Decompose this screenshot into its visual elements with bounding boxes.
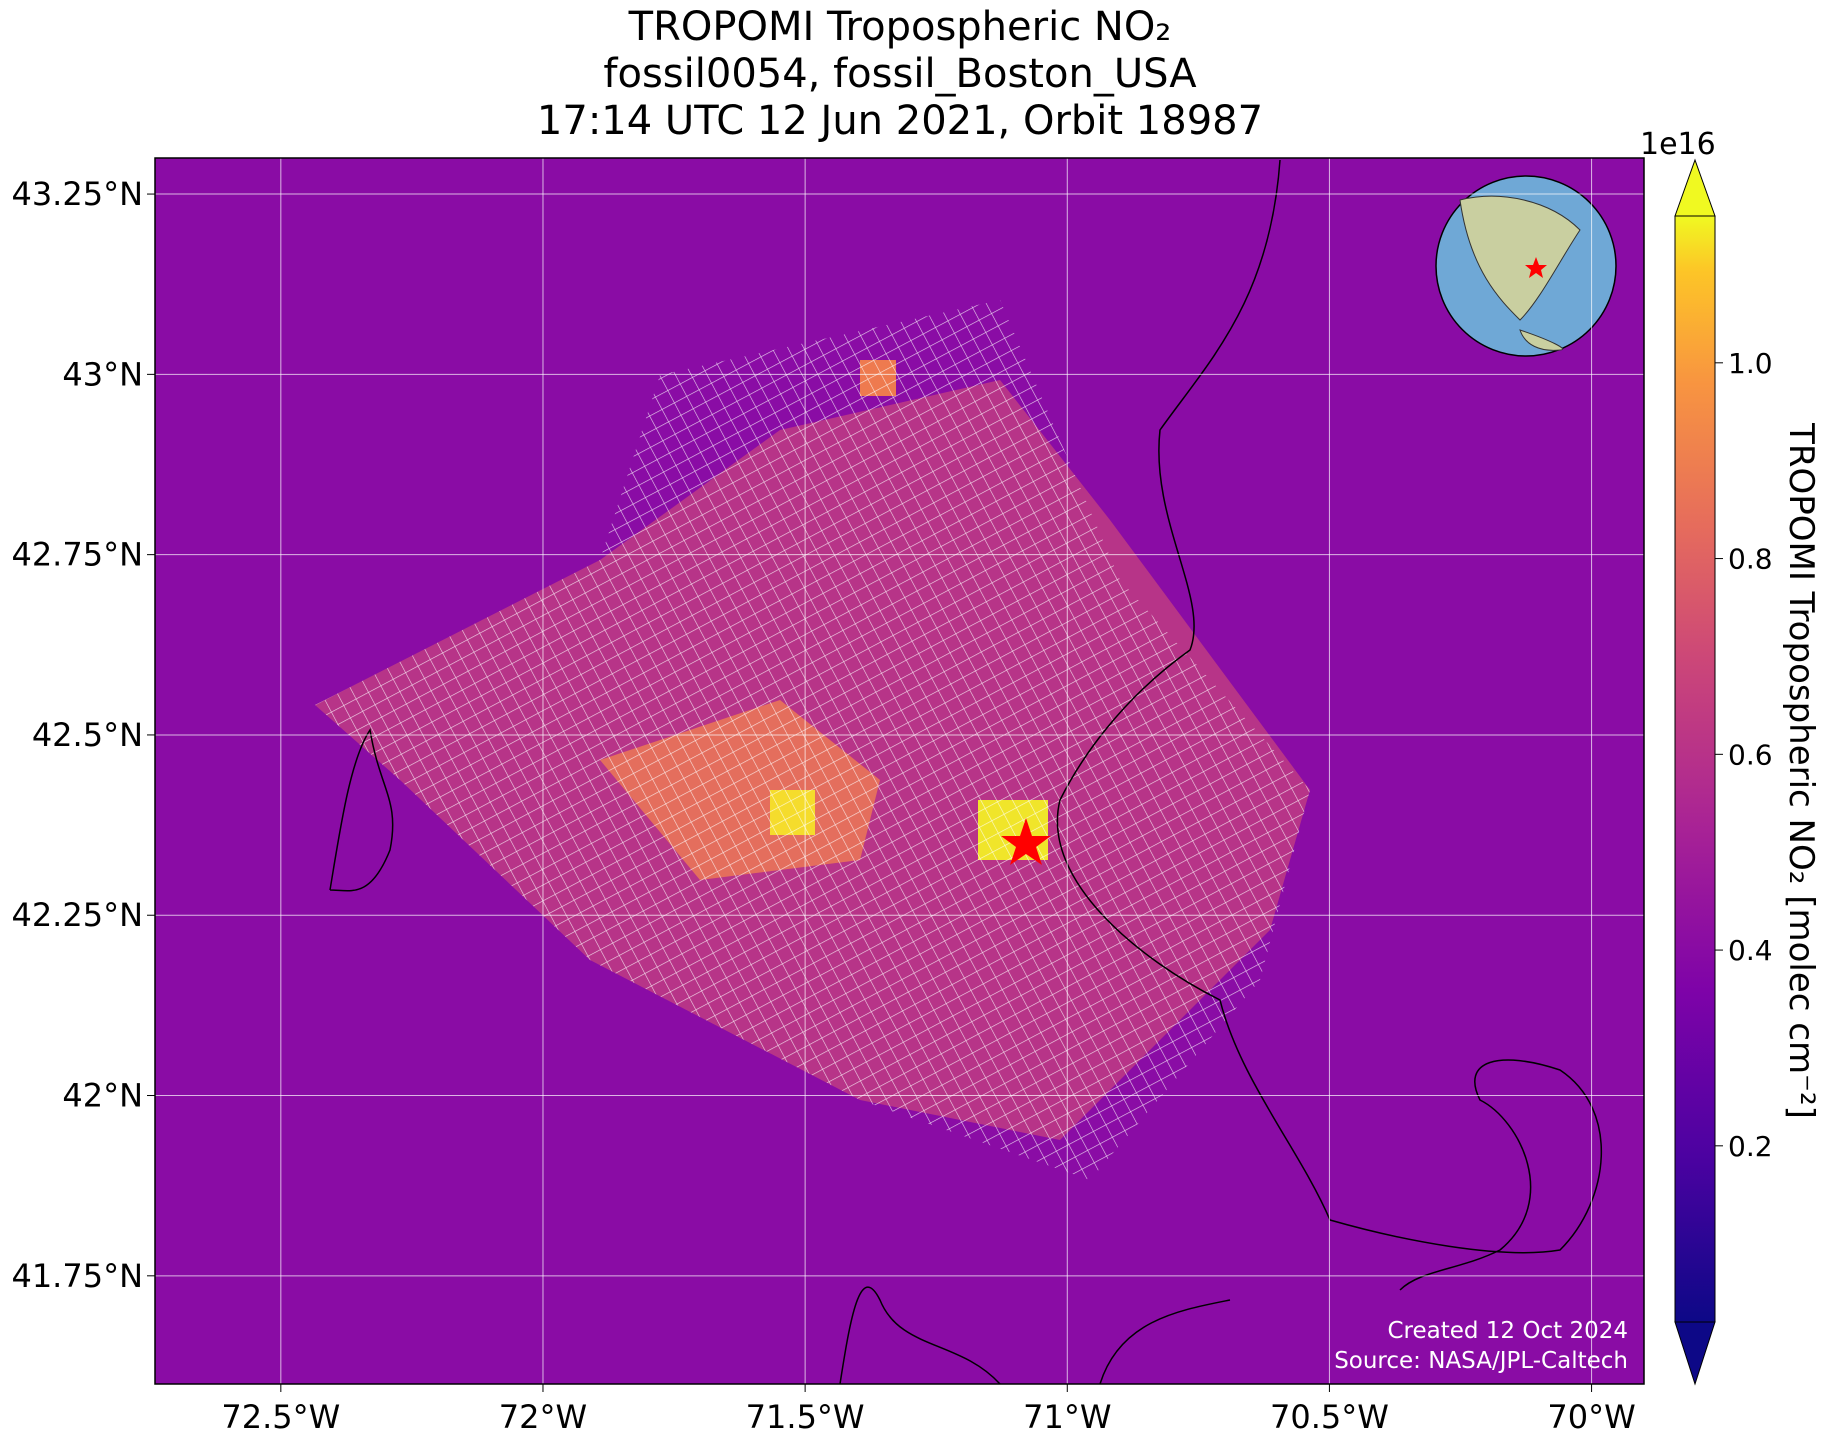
x-tick-label: 70.5°W xyxy=(1270,1398,1389,1430)
y-tick-label: 42.5°N xyxy=(32,716,143,754)
colorbar-tick-label: 0.2 xyxy=(1728,1130,1773,1163)
colorbar-label: TROPOMI Tropospheric NO₂ [molec cm⁻²] xyxy=(1781,422,1821,1119)
colorbar xyxy=(1675,216,1715,1322)
y-tick-label: 43.25°N xyxy=(11,175,143,213)
colorbar-extend-min xyxy=(1674,1321,1716,1386)
site-marker xyxy=(1001,818,1051,865)
footer-note: Source: NASA/JPL-Caltech xyxy=(1334,1348,1628,1374)
land xyxy=(1459,195,1581,351)
coastline xyxy=(329,159,1602,1384)
x-tick-label: 72°W xyxy=(499,1398,587,1430)
footprint-grid xyxy=(315,300,1310,1180)
globe-marker xyxy=(1525,257,1547,278)
colorbar-offset-label: 1e16 xyxy=(1640,127,1716,162)
locator-globe xyxy=(1435,175,1617,357)
colorbar-frame xyxy=(1674,215,1716,1323)
y-tick-label: 41.75°N xyxy=(11,1257,143,1295)
map-area xyxy=(155,158,1644,1384)
x-tick-label: 72.5°W xyxy=(221,1398,340,1430)
y-tick-label: 42.75°N xyxy=(11,536,143,574)
y-tick-label: 42°N xyxy=(62,1077,143,1115)
colorbar-extend-max xyxy=(1674,158,1716,217)
y-tick-label: 43°N xyxy=(62,355,143,393)
map-frame xyxy=(154,157,1645,1385)
x-tick-label: 71.5°W xyxy=(746,1398,865,1430)
colorbar-tick-label: 1.0 xyxy=(1728,347,1773,380)
colorbar-tick-label: 0.8 xyxy=(1728,543,1773,576)
colorbar-tick-label: 0.6 xyxy=(1728,738,1773,771)
x-tick-label: 70°W xyxy=(1547,1398,1635,1430)
colorbar-tick-label: 0.4 xyxy=(1728,934,1773,967)
footer-note: Created 12 Oct 2024 xyxy=(1387,1318,1628,1344)
x-tick-label: 71°W xyxy=(1023,1398,1111,1430)
chart-title: fossil0054, fossil_Boston_USA xyxy=(603,51,1197,97)
chart-title: TROPOMI Tropospheric NO₂ xyxy=(628,4,1172,50)
y-tick-label: 42.25°N xyxy=(11,896,143,934)
chart-title: 17:14 UTC 12 Jun 2021, Orbit 18987 xyxy=(537,98,1263,144)
